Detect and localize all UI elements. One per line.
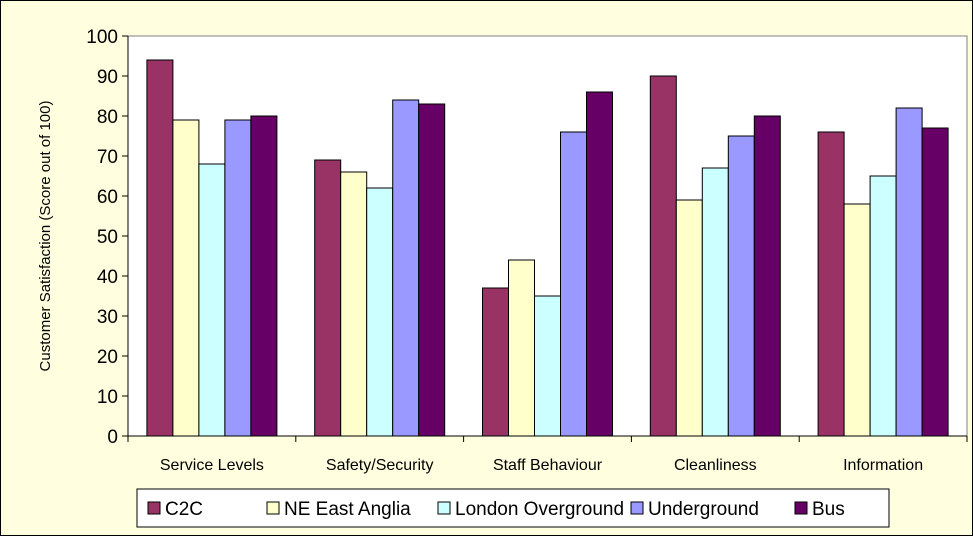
bar-underground-4 [895, 107, 923, 437]
bar-c2c-0 [146, 59, 174, 437]
y-tick-label: 10 [97, 387, 118, 408]
y-tick-label: 0 [107, 427, 118, 448]
bar-underground-0 [224, 119, 252, 437]
legend-label: Underground [648, 499, 759, 520]
y-tick-label: 20 [97, 347, 118, 368]
y-tick-label: 100 [86, 27, 118, 48]
bars-group [146, 59, 949, 437]
bar-c2c-1 [314, 159, 342, 437]
y-tick-label: 40 [97, 267, 118, 288]
bar-bus-3 [753, 115, 781, 437]
legend-label: Bus [812, 499, 845, 520]
bar-bus-2 [586, 91, 613, 437]
bar-london-overground-1 [366, 187, 394, 437]
legend-box [136, 488, 890, 528]
y-tick-label: 80 [97, 107, 118, 128]
bar-bus-0 [250, 115, 278, 437]
x-category-label: Information [843, 457, 923, 474]
legend-label: C2C [165, 499, 203, 520]
y-tick-label: 60 [97, 187, 118, 208]
bar-c2c-2 [482, 287, 509, 437]
y-tick-label: 50 [97, 227, 118, 248]
bar-bus-1 [418, 103, 446, 437]
bar-ne-east-anglia-4 [843, 203, 871, 437]
bar-london-overground-2 [534, 295, 561, 437]
bar-c2c-4 [817, 131, 845, 437]
x-category-label: Service Levels [160, 457, 264, 474]
legend-swatch [794, 501, 808, 515]
legend-swatch [147, 501, 161, 515]
x-category-label: Cleanliness [674, 457, 757, 474]
bar-underground-3 [727, 135, 755, 437]
bar-ne-east-anglia-2 [508, 259, 535, 437]
x-category-label: Safety/Security [326, 457, 434, 474]
ticks-group: 0 10 20 30 40 50 60 70 80 90 100 Service Levels Safe… [86, 27, 968, 474]
bar-ne-east-anglia-1 [340, 171, 368, 437]
x-category-label: Staff Behaviour [493, 457, 603, 474]
y-tick-label: 70 [97, 147, 118, 168]
legend-label: NE East Anglia [284, 499, 411, 520]
bar-london-overground-0 [198, 163, 226, 437]
bar-underground-1 [392, 99, 420, 437]
y-tick-label: 90 [97, 67, 118, 88]
y-axis-label: Customer Satisfaction (Score out of 100) [37, 101, 54, 372]
legend-swatch [630, 501, 644, 515]
bar-ne-east-anglia-3 [675, 199, 703, 437]
legend: C2C NE East Anglia London Overground Underg… [136, 488, 890, 528]
bar-c2c-3 [649, 75, 677, 437]
bar-underground-2 [560, 131, 587, 437]
bar-london-overground-3 [701, 167, 729, 437]
legend-label: London Overground [455, 499, 624, 520]
bar-london-overground-4 [869, 175, 897, 437]
bar-ne-east-anglia-0 [172, 119, 200, 437]
y-tick-label: 30 [97, 307, 118, 328]
legend-swatch [266, 501, 280, 515]
legend-swatch [437, 501, 451, 515]
bar-bus-4 [921, 127, 949, 437]
